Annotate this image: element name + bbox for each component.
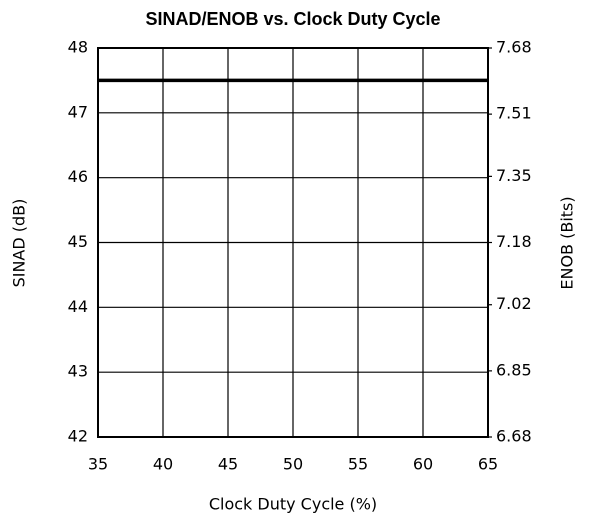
chart-title: SINAD/ENOB vs. Clock Duty Cycle — [145, 9, 440, 29]
x-tick-label: 55 — [348, 455, 368, 474]
y-tick-label: 47 — [68, 102, 88, 121]
y-tick-label: 45 — [68, 232, 88, 251]
y-axis-label: SINAD (dB) — [10, 199, 29, 288]
x-tick-label: 45 — [218, 455, 238, 474]
y-tick-label: 46 — [68, 167, 88, 186]
y2-tick-label: 7.02 — [496, 294, 532, 313]
y-tick-label: 43 — [68, 362, 88, 381]
y2-tick-label: 7.18 — [496, 232, 532, 251]
y2-tick-label: 7.68 — [496, 38, 532, 57]
y-tick-label: 48 — [68, 38, 88, 57]
x-tick-label: 40 — [153, 455, 173, 474]
y-tick-label: 44 — [68, 297, 88, 316]
x-axis-label: Clock Duty Cycle (%) — [209, 495, 377, 514]
y-tick-label: 42 — [68, 427, 88, 446]
x-tick-label: 50 — [283, 455, 303, 474]
y2-tick-label: 7.51 — [496, 104, 532, 123]
x-tick-label: 60 — [413, 455, 433, 474]
x-tick-label: 65 — [478, 455, 498, 474]
y2-axis-label: ENOB (Bits) — [558, 196, 577, 289]
y2-tick-label: 7.35 — [496, 166, 532, 185]
y2-tick-label: 6.85 — [496, 360, 532, 379]
x-tick-label: 35 — [88, 455, 108, 474]
y2-tick-label: 6.68 — [496, 427, 532, 446]
